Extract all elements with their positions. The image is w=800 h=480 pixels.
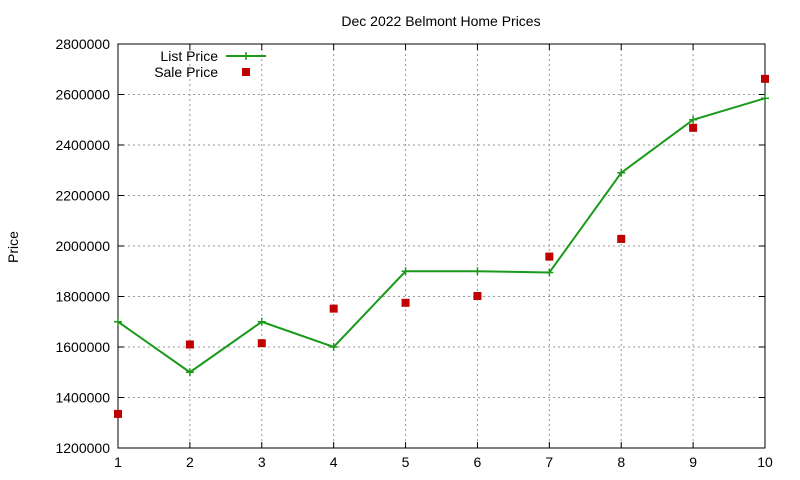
- x-tick-label: 5: [402, 454, 410, 470]
- list-price-point: [185, 368, 194, 377]
- sale-price-point: [257, 339, 266, 348]
- list-price-point: [761, 94, 769, 103]
- sale-price-point: [114, 409, 122, 418]
- sale-price-point: [401, 298, 410, 307]
- y-tick-label: 1600000: [55, 339, 110, 355]
- y-tick-label: 2800000: [55, 36, 110, 52]
- y-tick-label: 2400000: [55, 137, 110, 153]
- x-tick-label: 9: [689, 454, 697, 470]
- y-tick-label: 2600000: [55, 87, 110, 103]
- y-axis-title: Price: [5, 231, 21, 263]
- gridlines: [118, 44, 765, 448]
- list-price-point: [617, 168, 626, 177]
- list-price-point: [257, 317, 266, 326]
- y-tick-label: 1400000: [55, 390, 110, 406]
- sale-price-point: [329, 304, 338, 313]
- list-price-point: [473, 267, 482, 276]
- sale-price-point: [545, 252, 554, 261]
- plot-area: [114, 74, 769, 418]
- x-tick-label: 3: [258, 454, 266, 470]
- chart-title: Dec 2022 Belmont Home Prices: [341, 13, 540, 29]
- legend-label: List Price: [160, 48, 218, 64]
- x-tick-label: 1: [114, 454, 122, 470]
- x-tick-label: 10: [757, 454, 773, 470]
- series-sale-price: [114, 74, 769, 418]
- x-tick-label: 6: [474, 454, 482, 470]
- list-price-point: [401, 267, 410, 276]
- legend-label: Sale Price: [154, 64, 218, 80]
- list-price-point: [329, 343, 338, 351]
- legend-swatch-marker: [242, 52, 250, 60]
- legend-swatch-marker: [242, 68, 250, 76]
- x-tick-label: 4: [330, 454, 338, 470]
- sale-price-point: [617, 234, 626, 243]
- list-price-point: [545, 268, 554, 277]
- y-tick-label: 2200000: [55, 188, 110, 204]
- y-tick-label: 1800000: [55, 289, 110, 305]
- sale-price-point: [761, 74, 769, 83]
- plot-frame: [117, 43, 766, 449]
- sale-price-point: [473, 291, 482, 300]
- x-tick-label: 2: [186, 454, 194, 470]
- list-price-point: [689, 115, 698, 124]
- series-list-price: [114, 94, 769, 377]
- list-price-line: [117, 97, 766, 374]
- y-tick-label: 1200000: [55, 440, 110, 456]
- sale-price-point: [185, 340, 194, 349]
- axes: 1200000 1400000 1600000 1800000 2000000 22000…: [55, 36, 773, 470]
- list-price-point: [114, 317, 122, 326]
- x-tick-label: 8: [617, 454, 625, 470]
- x-tick-label: 7: [545, 454, 553, 470]
- y-tick-label: 2000000: [55, 238, 110, 254]
- sale-price-point: [689, 123, 698, 132]
